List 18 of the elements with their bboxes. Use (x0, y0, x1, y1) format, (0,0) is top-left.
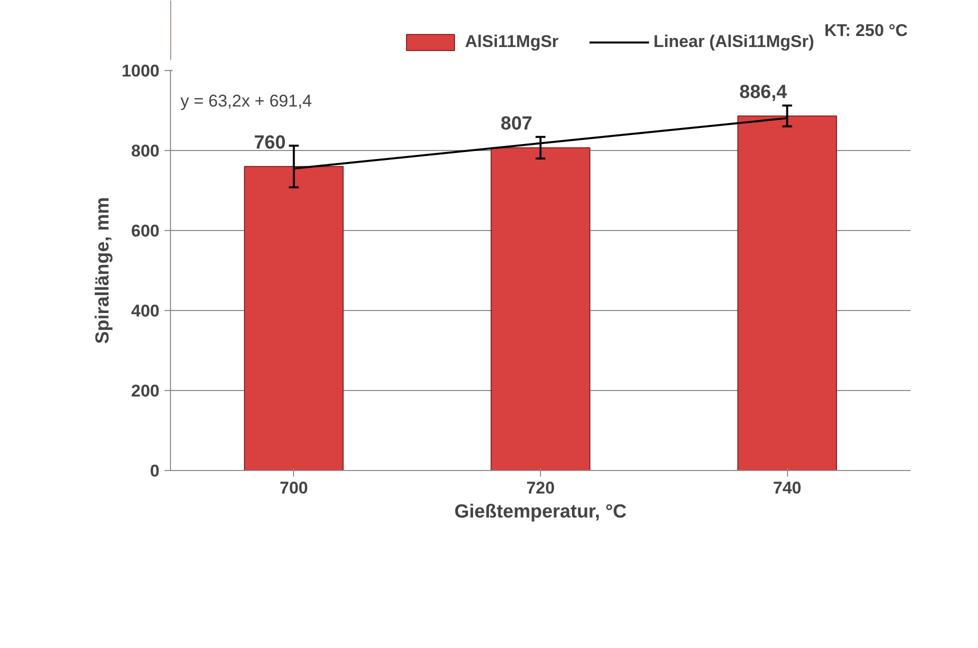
y-tick-label: 200 (131, 382, 160, 400)
y-tick-label: 800 (131, 142, 160, 160)
x-tick-label: 720 (526, 478, 555, 498)
x-tick-label: 740 (772, 478, 802, 498)
y-axis-title: Spirallänge, mm (92, 197, 114, 344)
legend-label: Linear (AlSi11MgSr) (654, 32, 814, 52)
data-label: 760 (254, 132, 286, 154)
data-label: 886,4 (739, 82, 788, 103)
data-label: 807 (500, 114, 532, 135)
y-tick-label: 400 (131, 302, 160, 320)
text: KT: 250 °C (824, 21, 908, 40)
legend-label: AlSi11MgSr (465, 32, 559, 52)
x-tick-label: 700 (280, 478, 308, 498)
y-tick-label: 1000 (122, 62, 160, 80)
annotation: y = 63,2x + 691,4 (180, 92, 312, 110)
y-tick-label: 600 (131, 222, 160, 240)
y-tick-label: 0 (150, 462, 160, 480)
x-axis-title: Gießtemperatur, °C (454, 502, 627, 522)
